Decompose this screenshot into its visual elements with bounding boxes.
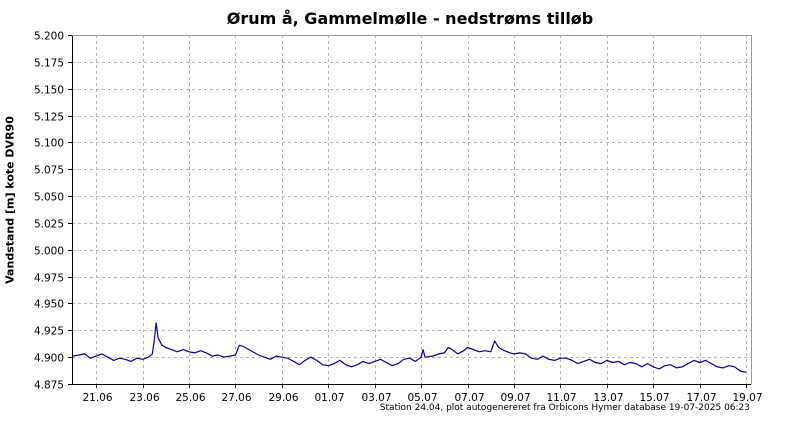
axes: 4.875 4.900 4.925 4.950 4.975 5.000 5.025 5.050… [34,31,763,405]
y-tick-label: 5.000 [34,246,64,258]
y-tick-label: 5.200 [34,31,64,43]
x-tick-label: 07.07 [454,392,484,404]
x-tick-label: 05.07 [407,392,437,404]
y-tick-label: 5.150 [34,85,64,97]
x-tick-label: 15.07 [639,392,669,404]
y-tick-label: 5.025 [34,219,64,231]
gridlines [72,35,751,384]
y-tick-label: 4.900 [34,353,64,365]
y-tick-label: 5.100 [34,138,64,150]
y-tick-label: 4.925 [34,326,64,338]
x-tick-label: 03.07 [361,392,391,404]
x-tick-label: 27.06 [221,392,251,404]
chart-title: Ørum å, Gammelmølle - nedstrøms tilløb [226,9,594,28]
x-tick-label: 19.07 [732,392,762,404]
x-tick-label: 25.06 [175,392,205,404]
x-tick-label: 17.07 [686,392,716,404]
x-tick-label: 09.07 [500,392,530,404]
footer-note: Station 24.04, plot autogenereret fra Or… [379,403,750,413]
y-tick-label: 5.075 [34,165,64,177]
x-tick-label: 11.07 [546,392,576,404]
x-tick-label: 01.07 [314,392,344,404]
y-tick-label: 5.125 [34,112,64,124]
x-tick-label: 23.06 [129,392,159,404]
x-tick-label: 21.06 [82,392,112,404]
y-tick-label: 5.175 [34,58,64,70]
water-level-series [72,322,747,373]
y-tick-label: 4.950 [34,299,64,311]
y-tick-label: 4.975 [34,273,64,285]
x-tick-label: 29.06 [268,392,298,404]
y-tick-label: 4.875 [34,380,64,392]
series-layer [72,322,747,373]
y-tick-label: 5.050 [34,192,64,204]
x-tick-label: 13.07 [593,392,623,404]
